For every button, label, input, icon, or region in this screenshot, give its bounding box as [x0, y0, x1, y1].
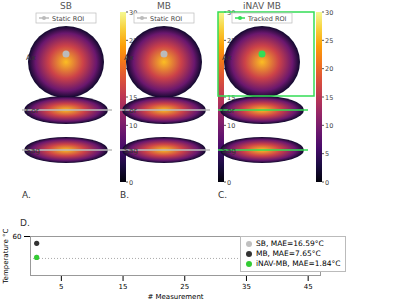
svg-text:Temperature °C: Temperature °C: [2, 228, 10, 284]
svg-text:0: 0: [325, 179, 329, 187]
svg-text:20: 20: [325, 65, 333, 73]
svg-text:5: 5: [59, 283, 63, 291]
svg-text:Ax: Ax: [222, 53, 232, 62]
svg-text:Tracked ROI: Tracked ROI: [247, 15, 287, 23]
svg-text:Sag: Sag: [124, 146, 138, 155]
html-text:MB, MAE=7.65°C: MB, MAE=7.65°C: [256, 249, 321, 258]
svg-text:10: 10: [227, 122, 235, 130]
svg-text:35: 35: [242, 283, 251, 291]
svg-text:5: 5: [325, 150, 329, 158]
svg-text:Static ROI: Static ROI: [52, 15, 84, 23]
svg-text:Sag: Sag: [222, 146, 236, 155]
svg-text:iNAV MB: iNAV MB: [243, 1, 281, 11]
svg-text:Cor: Cor: [222, 106, 236, 115]
svg-text:25: 25: [325, 37, 333, 45]
svg-text:15: 15: [119, 283, 128, 291]
svg-text:10: 10: [325, 122, 333, 130]
svg-text:Cor: Cor: [124, 106, 138, 115]
svg-text:Ax: Ax: [124, 53, 134, 62]
svg-text:B.: B.: [120, 190, 129, 200]
svg-text:A.: A.: [22, 190, 31, 200]
html-text:SB, MAE=16.59°C: SB, MAE=16.59°C: [256, 239, 324, 248]
svg-text:45: 45: [304, 283, 313, 291]
svg-text:0: 0: [129, 179, 133, 187]
svg-text:15: 15: [325, 94, 333, 102]
html-text:iNAV-MB, MAE=1.84°C: iNAV-MB, MAE=1.84°C: [256, 259, 341, 268]
svg-text:MB: MB: [157, 1, 171, 11]
svg-text:Sag: Sag: [26, 146, 40, 155]
svg-text:# Measurement: # Measurement: [147, 293, 203, 301]
svg-text:Ax: Ax: [26, 53, 36, 62]
svg-text:15: 15: [227, 93, 236, 102]
svg-text:30: 30: [325, 9, 333, 17]
svg-text:25: 25: [180, 283, 189, 291]
svg-text:D.: D.: [20, 218, 30, 228]
svg-text:Static ROI: Static ROI: [150, 15, 182, 23]
svg-text:SB: SB: [60, 1, 72, 11]
svg-text:0: 0: [227, 179, 231, 187]
svg-text:15: 15: [129, 93, 138, 102]
svg-text:C.: C.: [218, 190, 227, 200]
svg-text:60: 60: [13, 233, 22, 241]
svg-text:30: 30: [129, 8, 138, 17]
svg-text:10: 10: [129, 122, 137, 130]
svg-text:Cor: Cor: [26, 106, 40, 115]
